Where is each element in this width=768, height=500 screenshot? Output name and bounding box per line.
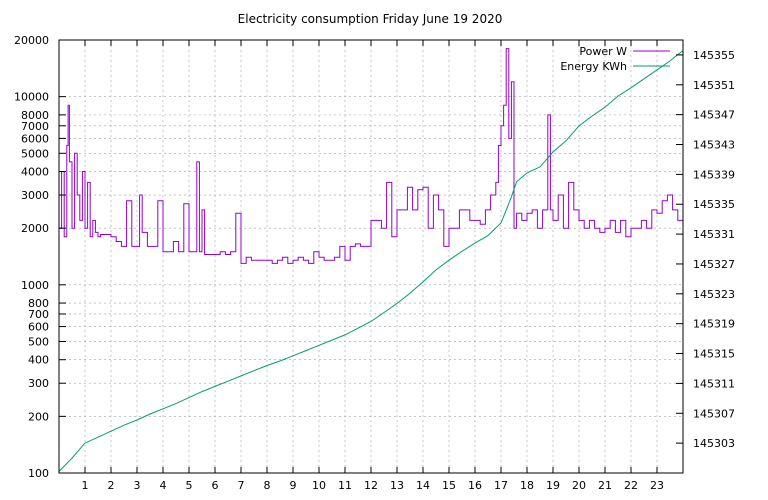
x-tick-label: 21 xyxy=(598,479,612,492)
y-left-tick-label: 100 xyxy=(28,467,49,480)
y-right-tick-label: 145323 xyxy=(693,288,735,301)
legend-label: Power W xyxy=(579,45,627,58)
y-left-tick-label: 4000 xyxy=(21,166,49,179)
x-tick-label: 14 xyxy=(416,479,430,492)
x-tick-label: 22 xyxy=(624,479,638,492)
x-tick-label: 18 xyxy=(520,479,534,492)
y-right-tick-label: 145319 xyxy=(693,318,735,331)
x-tick-label: 4 xyxy=(160,479,167,492)
x-tick-label: 19 xyxy=(546,479,560,492)
y-left-tick-label: 3000 xyxy=(21,189,49,202)
y-left-tick-label: 300 xyxy=(28,377,49,390)
x-tick-label: 12 xyxy=(364,479,378,492)
x-tick-label: 11 xyxy=(338,479,352,492)
y-left-tick-label: 200 xyxy=(28,410,49,423)
x-tick-label: 17 xyxy=(494,479,508,492)
y-right-tick-label: 145351 xyxy=(693,79,735,92)
x-tick-label: 2 xyxy=(108,479,115,492)
axes-labels: 1 2 3 4 5 6 7 8 9 10 11 12 13 14 15 16 17 18 19 20 21 22 23100… xyxy=(14,34,735,492)
y-left-tick-label: 1000 xyxy=(21,279,49,292)
x-tick-label: 1 xyxy=(82,479,89,492)
legend: Power W Energy KWh xyxy=(560,45,670,73)
y-right-tick-label: 145339 xyxy=(693,168,735,181)
legend-label: Energy KWh xyxy=(560,60,627,73)
y-right-tick-label: 145303 xyxy=(693,437,735,450)
y-right-tick-label: 145355 xyxy=(693,49,735,62)
x-tick-label: 23 xyxy=(650,479,664,492)
energy-series xyxy=(58,50,684,472)
y-left-tick-label: 500 xyxy=(28,335,49,348)
y-right-tick-label: 145331 xyxy=(693,228,735,241)
y-left-tick-label: 10000 xyxy=(14,91,49,104)
x-tick-label: 6 xyxy=(212,479,219,492)
y-right-tick-label: 145307 xyxy=(693,407,735,420)
y-left-tick-label: 700 xyxy=(28,308,49,321)
y-right-tick-label: 145343 xyxy=(693,139,735,152)
chart-title: Electricity consumption Friday June 19 2… xyxy=(238,12,503,26)
plot-frame xyxy=(58,39,684,474)
y-right-tick-label: 145347 xyxy=(693,109,735,122)
y-left-tick-label: 20000 xyxy=(14,34,49,47)
energy-line xyxy=(58,50,684,472)
y-left-tick-label: 6000 xyxy=(21,132,49,145)
x-tick-label: 8 xyxy=(264,479,271,492)
y-left-tick-label: 5000 xyxy=(21,147,49,160)
y-left-tick-label: 7000 xyxy=(21,120,49,133)
x-tick-label: 9 xyxy=(290,479,297,492)
y-right-tick-label: 145315 xyxy=(693,348,735,361)
x-tick-label: 16 xyxy=(468,479,482,492)
y-right-tick-label: 145311 xyxy=(693,377,735,390)
grid xyxy=(59,40,683,473)
x-tick-label: 10 xyxy=(312,479,326,492)
y-left-tick-label: 800 xyxy=(28,297,49,310)
y-right-tick-label: 145327 xyxy=(693,258,735,271)
x-tick-label: 3 xyxy=(134,479,141,492)
x-tick-label: 5 xyxy=(186,479,193,492)
power-line xyxy=(59,48,684,264)
y-left-tick-label: 400 xyxy=(28,354,49,367)
x-tick-label: 20 xyxy=(572,479,586,492)
y-left-tick-label: 8000 xyxy=(21,109,49,122)
x-tick-label: 15 xyxy=(442,479,456,492)
x-tick-label: 13 xyxy=(390,479,404,492)
y-right-tick-label: 145335 xyxy=(693,198,735,211)
power-series xyxy=(59,48,684,264)
y-left-tick-label: 600 xyxy=(28,321,49,334)
y-left-tick-label: 2000 xyxy=(21,222,49,235)
x-tick-label: 7 xyxy=(238,479,245,492)
